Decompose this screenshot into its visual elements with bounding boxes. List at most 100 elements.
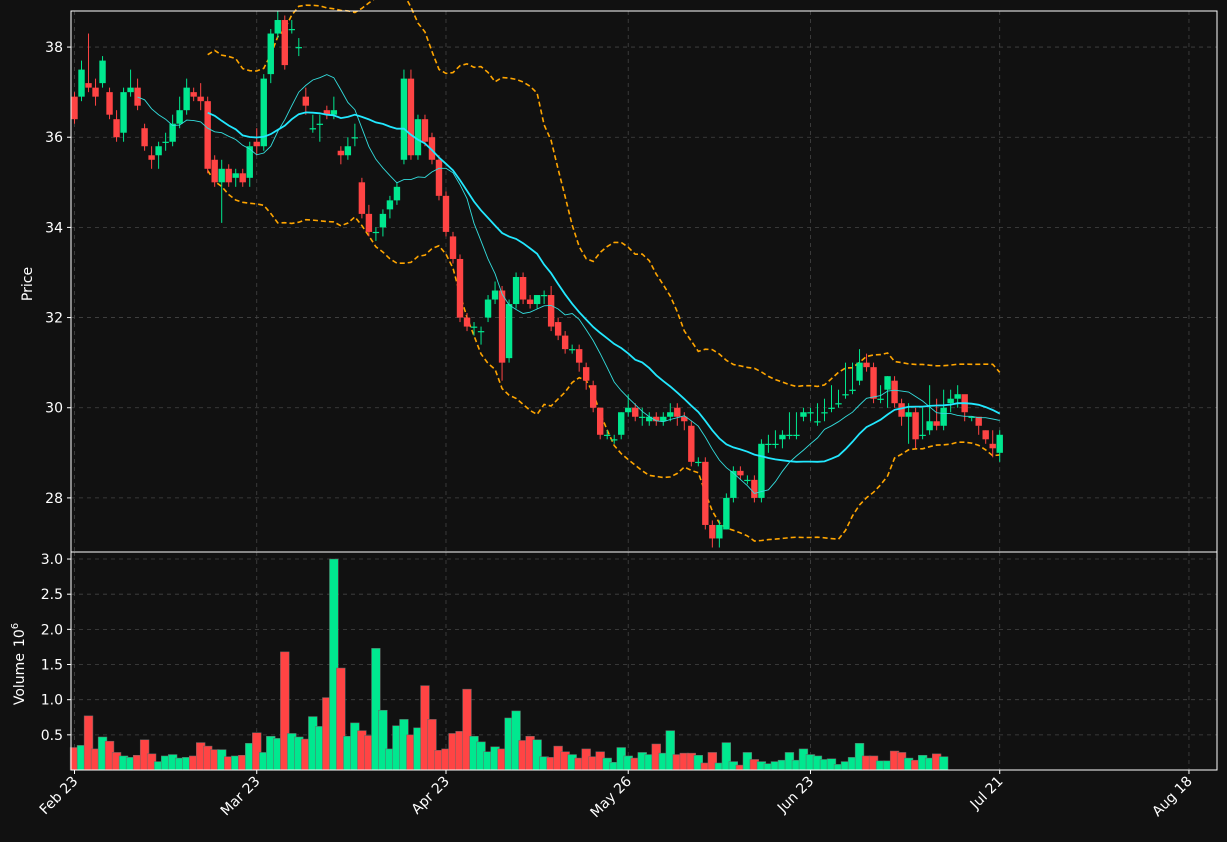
- candle-body: [870, 367, 877, 399]
- candle-body: [197, 96, 204, 102]
- bollinger-lower-line: [207, 170, 1000, 542]
- candle-body: [78, 69, 85, 97]
- candle-body: [85, 83, 92, 88]
- candle-body: [723, 497, 730, 530]
- candle-body: [267, 33, 274, 75]
- candle-body: [702, 461, 709, 525]
- candle-body: [169, 123, 176, 142]
- volume-axis-title: Volume 106: [10, 623, 28, 705]
- candle-body: [120, 92, 127, 133]
- candle-body: [92, 87, 99, 97]
- candle-body: [877, 398, 884, 400]
- candle-body: [947, 398, 954, 404]
- candle-body: [505, 304, 513, 359]
- candle-body: [204, 101, 211, 169]
- candle-body: [456, 258, 464, 318]
- candle-body: [400, 78, 408, 160]
- candle-body: [253, 141, 260, 147]
- candle-body: [211, 159, 218, 183]
- volume-axis-exponent-power: 6: [10, 623, 21, 629]
- candle-body: [365, 213, 373, 232]
- candle-body: [393, 186, 401, 201]
- price-axis-title: Price: [20, 267, 36, 301]
- candle-body: [526, 299, 534, 305]
- candle-body: [589, 385, 597, 408]
- candle-body: [246, 146, 253, 178]
- candle-body: [828, 407, 835, 409]
- volume-tick-label: 1.0: [41, 693, 63, 709]
- volume-tick-label: 2.0: [41, 622, 63, 638]
- candle-body: [449, 236, 457, 259]
- long-moving-average-line: [207, 111, 1001, 463]
- candle-body: [863, 362, 870, 368]
- volume-panel-frame: [70, 551, 1218, 771]
- candle-body: [989, 443, 996, 449]
- candle-body: [491, 290, 499, 300]
- candle-body: [183, 87, 190, 111]
- candle-body: [765, 443, 772, 445]
- volume-axis-exponent-base: 10: [12, 629, 28, 647]
- candle-body: [568, 349, 576, 351]
- candle-body: [933, 421, 940, 426]
- volume-tick-label: 3.0: [41, 552, 63, 568]
- candle-body: [477, 331, 485, 333]
- short-moving-average-line: [137, 74, 1000, 494]
- bollinger-upper-line: [207, 0, 1001, 388]
- candle-body: [442, 195, 450, 232]
- candle-body: [463, 317, 471, 327]
- candle-body: [625, 407, 632, 413]
- candle-body: [582, 367, 590, 381]
- candle-body: [716, 524, 723, 539]
- candle-body: [232, 173, 239, 178]
- candle-body: [772, 443, 779, 445]
- candle-body: [351, 137, 359, 139]
- candle-body: [996, 434, 1003, 453]
- candle-body: [127, 87, 134, 93]
- candle-body: [807, 412, 814, 414]
- candle-body: [695, 461, 702, 464]
- candle-body: [470, 326, 478, 328]
- candle-body: [512, 276, 520, 305]
- candle-body: [835, 403, 842, 405]
- price-tick-label: 36: [45, 130, 63, 146]
- candle-body: [225, 168, 232, 183]
- candle-body: [737, 470, 744, 476]
- candle-body: [674, 407, 681, 417]
- candle-body: [758, 443, 765, 498]
- price-axis-ticks: 28 30 32 34 36 38: [45, 40, 71, 507]
- candle-body: [302, 96, 310, 106]
- volume-tick-label: 1.5: [41, 658, 63, 674]
- candle-body: [421, 119, 429, 142]
- candle-body: [134, 87, 141, 106]
- candle-body: [176, 110, 183, 124]
- candlesticks: [71, 11, 1003, 548]
- candle-body: [744, 479, 751, 482]
- candle-body: [498, 290, 506, 363]
- candle-body: [323, 110, 331, 115]
- candle-body: [779, 434, 786, 440]
- candle-body: [660, 416, 667, 422]
- candle-body: [561, 335, 569, 350]
- candle-body: [618, 412, 625, 435]
- candle-body: [386, 200, 394, 210]
- candle-body: [435, 159, 443, 196]
- candle-body: [428, 137, 436, 160]
- volume-bar: [938, 756, 949, 771]
- price-tick-label: 28: [45, 491, 63, 507]
- candle-body: [344, 146, 352, 156]
- candle-body: [148, 155, 155, 160]
- candle-body: [554, 322, 562, 336]
- candle-body: [653, 416, 660, 422]
- candle-body: [113, 119, 120, 138]
- candle-body: [295, 47, 302, 49]
- candle-body: [891, 380, 898, 404]
- candle-body: [533, 295, 541, 305]
- candle-body: [954, 394, 961, 399]
- candle-body: [905, 412, 912, 417]
- candle-body: [337, 150, 345, 156]
- candle-body: [639, 416, 646, 418]
- candle-body: [218, 168, 225, 183]
- candle-body: [821, 412, 828, 414]
- candle-body: [239, 173, 246, 183]
- candle-body: [316, 123, 324, 125]
